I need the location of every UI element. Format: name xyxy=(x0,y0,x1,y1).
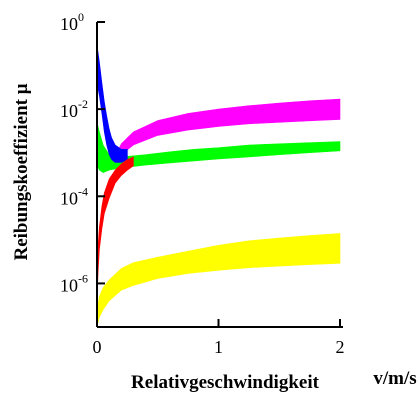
band-series-1 xyxy=(96,122,341,173)
band-series-0 xyxy=(114,98,341,164)
y-tick-label-3: 10-6 xyxy=(60,271,88,295)
x-axis-label: Relativgeschwindigkeit xyxy=(131,372,320,393)
y-tick-label-1: 10-2 xyxy=(60,97,88,121)
axes-layer xyxy=(96,22,343,328)
band-series-3 xyxy=(96,156,134,301)
ticks-layer: 0 1 2 100 10-2 10-4 10-6 xyxy=(60,10,345,357)
y-tick-label-2: 10-4 xyxy=(60,184,88,208)
x-axis-unit: v/m/s xyxy=(373,368,416,389)
series-layer xyxy=(96,44,341,328)
band-series-4 xyxy=(96,233,341,328)
x-tick-label-1: 1 xyxy=(214,337,223,357)
x-tick-label-2: 2 xyxy=(336,337,345,357)
x-tick-label-0: 0 xyxy=(93,337,102,357)
y-tick-label-0: 100 xyxy=(60,10,84,34)
y-axis-label: Reibungskoeffizient μ xyxy=(11,83,32,260)
